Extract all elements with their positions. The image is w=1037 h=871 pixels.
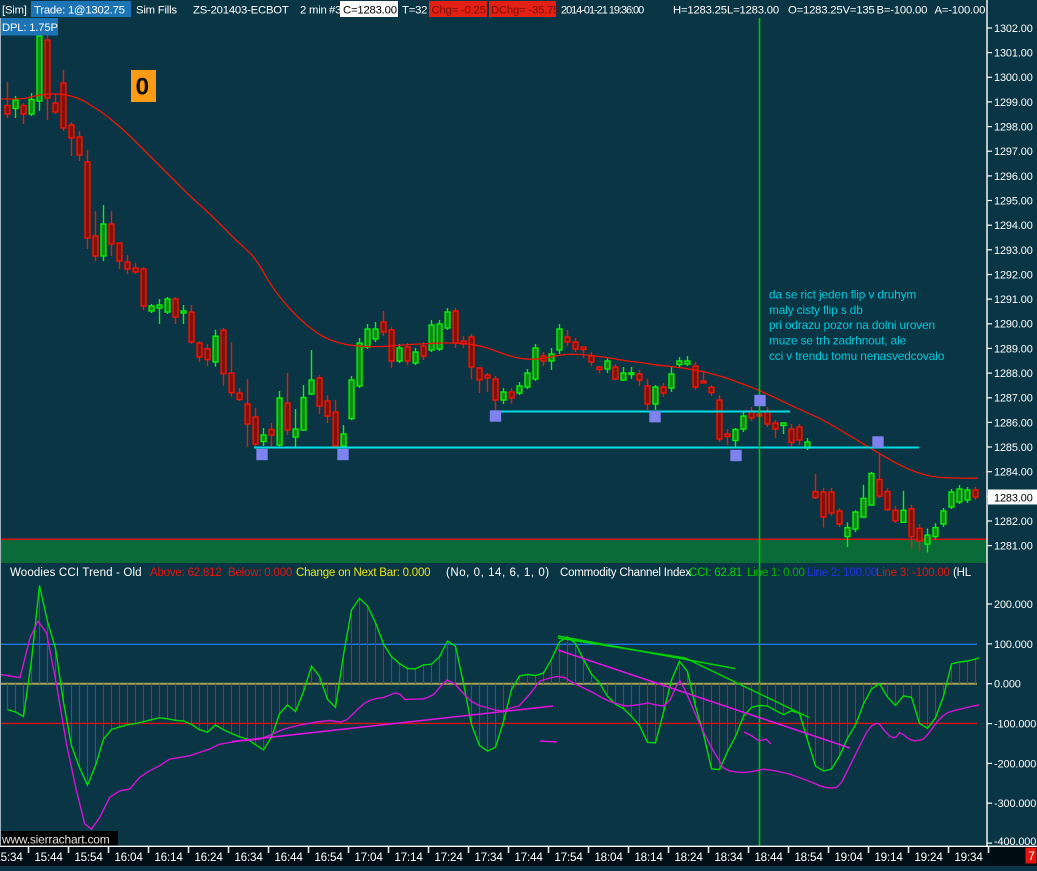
svg-text:18:34: 18:34 [714, 851, 743, 864]
svg-text:100.000: 100.000 [994, 639, 1033, 651]
svg-text:Woodies CCI Trend - Old: Woodies CCI Trend - Old [10, 567, 142, 579]
svg-text:19:34: 19:34 [954, 851, 983, 864]
svg-text:19:04: 19:04 [834, 851, 863, 864]
svg-text:1284.00: 1284.00 [994, 467, 1033, 479]
svg-text:1298.00: 1298.00 [994, 122, 1033, 134]
svg-text:Line 3: -100.00: Line 3: -100.00 [876, 567, 950, 579]
svg-text:17:04: 17:04 [354, 851, 383, 864]
svg-text:2 min: 2 min [300, 5, 327, 17]
svg-text:V=135: V=135 [843, 5, 875, 17]
svg-text:1293.00: 1293.00 [994, 245, 1033, 257]
svg-text:17:14: 17:14 [394, 851, 423, 864]
svg-text:16:54: 16:54 [314, 851, 343, 864]
svg-text:15:54: 15:54 [74, 851, 103, 864]
svg-text:T=32: T=32 [402, 5, 427, 17]
svg-text:-300.000: -300.000 [994, 798, 1036, 810]
svg-text:(No, 0, 14, 6, 1, 0): (No, 0, 14, 6, 1, 0) [446, 567, 550, 579]
svg-text:16:34: 16:34 [234, 851, 263, 864]
svg-text:DPL: 1.75P: DPL: 1.75P [2, 22, 58, 34]
svg-text:1285.00: 1285.00 [994, 442, 1033, 454]
svg-text:L=1283.00: L=1283.00 [727, 5, 779, 17]
svg-text:17:54: 17:54 [554, 851, 583, 864]
svg-text:-400.000: -400.000 [994, 836, 1036, 848]
svg-text:maly cisty flip s db: maly cisty flip s db [769, 303, 863, 317]
svg-text:1291.00: 1291.00 [994, 294, 1033, 306]
svg-text:1283.00: 1283.00 [994, 492, 1033, 504]
svg-text:1289.00: 1289.00 [994, 343, 1033, 355]
svg-text:19:24: 19:24 [914, 851, 943, 864]
svg-text:1282.00: 1282.00 [994, 516, 1033, 528]
svg-text:(HL: (HL [953, 567, 972, 579]
svg-text:Chg= -0.25: Chg= -0.25 [432, 5, 486, 17]
svg-text:17:24: 17:24 [434, 851, 463, 864]
svg-text:2014-01-21 19:36:00: 2014-01-21 19:36:00 [561, 5, 644, 17]
svg-text:1287.00: 1287.00 [994, 393, 1033, 405]
svg-text:200.000: 200.000 [994, 599, 1033, 611]
svg-text:Line 2: 100.00: Line 2: 100.00 [807, 567, 877, 579]
svg-text:16:44: 16:44 [274, 851, 303, 864]
svg-text:1299.00: 1299.00 [994, 97, 1033, 109]
svg-text:1295.00: 1295.00 [994, 195, 1033, 207]
svg-text:cci v trendu tomu nenasvedcova: cci v trendu tomu nenasvedcovalo [769, 349, 945, 363]
svg-text:[Sim]: [Sim] [2, 5, 27, 17]
svg-text:16:14: 16:14 [154, 851, 183, 864]
svg-text:pri odrazu pozor na dolni urov: pri odrazu pozor na dolni uroven [769, 318, 935, 332]
svg-text:16:24: 16:24 [194, 851, 223, 864]
svg-text:17:34: 17:34 [474, 851, 503, 864]
svg-text:18:04: 18:04 [594, 851, 623, 864]
svg-text:C=1283.00: C=1283.00 [343, 5, 397, 17]
svg-text:O=1283.25: O=1283.25 [788, 5, 842, 17]
svg-text:18:14: 18:14 [634, 851, 663, 864]
svg-text:1286.00: 1286.00 [994, 417, 1033, 429]
svg-text:0: 0 [136, 74, 150, 101]
svg-text:19:14: 19:14 [874, 851, 903, 864]
svg-text:0.000: 0.000 [994, 679, 1021, 691]
svg-text:Change on Next Bar: 0.000: Change on Next Bar: 0.000 [296, 567, 430, 579]
svg-text:1294.00: 1294.00 [994, 220, 1033, 232]
svg-text:B=-100.00: B=-100.00 [877, 5, 928, 17]
svg-text:Trade: 1@1302.75: Trade: 1@1302.75 [34, 5, 125, 17]
svg-text:1302.00: 1302.00 [994, 23, 1033, 35]
svg-text:1297.00: 1297.00 [994, 146, 1033, 158]
svg-text:1301.00: 1301.00 [994, 48, 1033, 60]
svg-text:Below: 0.000: Below: 0.000 [228, 567, 292, 579]
svg-text:1300.00: 1300.00 [994, 72, 1033, 84]
svg-text:Above: 62.812: Above: 62.812 [150, 567, 222, 579]
svg-text:A=-100.00: A=-100.00 [935, 5, 986, 17]
svg-text:1288.00: 1288.00 [994, 368, 1033, 380]
svg-text:Commodity Channel Index: Commodity Channel Index [560, 567, 691, 579]
svg-text:da se rict jeden flip v druhym: da se rict jeden flip v druhym [769, 288, 916, 302]
svg-text:www.sierrachart.com: www.sierrachart.com [1, 833, 110, 847]
svg-text:-200.000: -200.000 [994, 758, 1036, 770]
svg-text:15:44: 15:44 [34, 851, 63, 864]
svg-text:1292.00: 1292.00 [994, 269, 1033, 281]
svg-text:15:34: 15:34 [0, 851, 23, 864]
svg-text:H=1283.25: H=1283.25 [673, 5, 727, 17]
svg-text:muze se trh zadrhnout, ale: muze se trh zadrhnout, ale [769, 334, 907, 348]
svg-text:7: 7 [1028, 849, 1034, 863]
svg-text:-100.000: -100.000 [994, 718, 1036, 730]
svg-text:17:44: 17:44 [514, 851, 543, 864]
svg-text:18:44: 18:44 [754, 851, 783, 864]
svg-text:1281.00: 1281.00 [994, 541, 1033, 553]
svg-text:Sim Fills: Sim Fills [136, 5, 177, 17]
svg-text:DChg= -35.75: DChg= -35.75 [491, 5, 559, 17]
svg-text:18:24: 18:24 [674, 851, 703, 864]
svg-text:1296.00: 1296.00 [994, 171, 1033, 183]
svg-text:ZS-201403-ECBOT: ZS-201403-ECBOT [193, 5, 289, 17]
svg-text:CCI: 62.81: CCI: 62.81 [689, 567, 742, 579]
svg-text:#3: #3 [329, 5, 341, 17]
svg-text:Line 1: 0.00: Line 1: 0.00 [747, 567, 805, 579]
svg-text:16:04: 16:04 [114, 851, 143, 864]
svg-text:18:54: 18:54 [794, 851, 823, 864]
svg-text:1290.00: 1290.00 [994, 319, 1033, 331]
